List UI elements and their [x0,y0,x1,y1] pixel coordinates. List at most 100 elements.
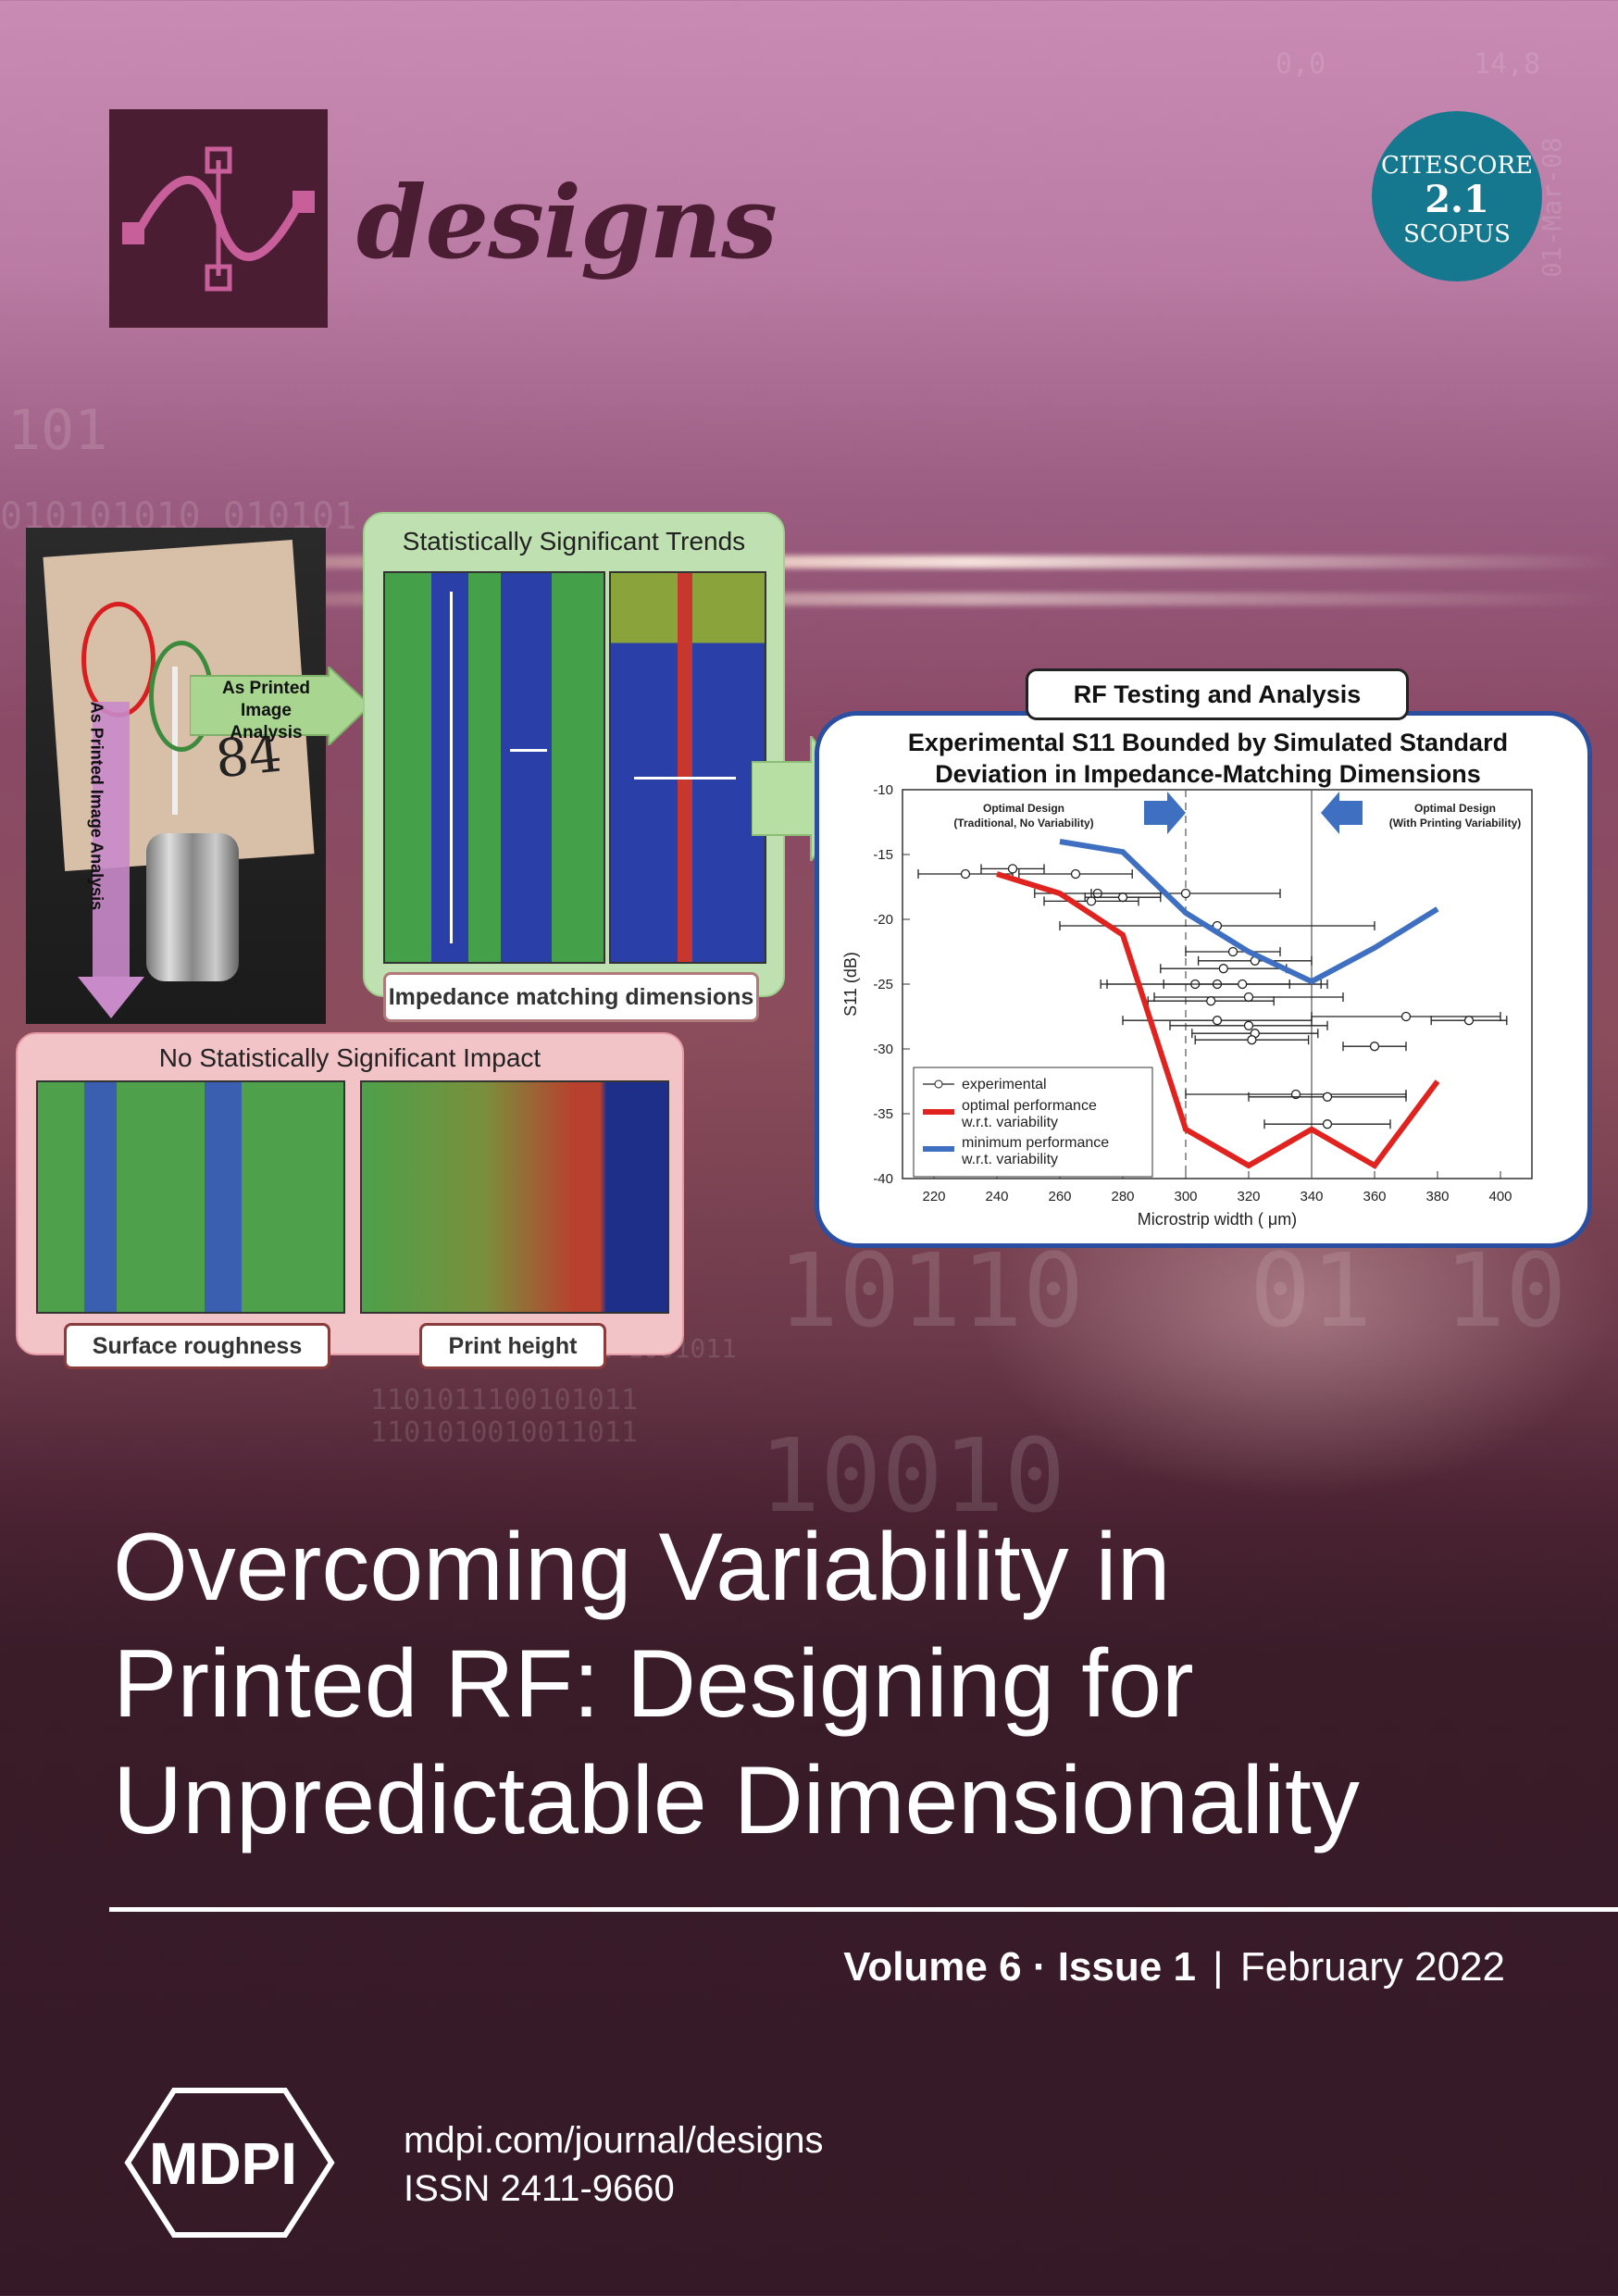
vertical-arrow-shaft [93,702,130,980]
y-tick-label: -15 [873,847,893,863]
arrow-left-icon [1321,792,1363,834]
bg-binary-1: 101 [7,398,108,463]
design-curve-icon [122,146,315,292]
title-line-2: Printed RF: Designing for [113,1630,1194,1738]
y-axis-label: S11 (dB) [841,952,860,1017]
data-point [1180,888,1191,899]
volume-issue: Volume 6 · Issue 1 [843,1944,1196,1990]
annotation-left-line1: Optimal Design [983,802,1064,815]
roughness-map [36,1080,345,1314]
mdpi-wordmark: MDPI [149,2130,297,2197]
series-line-2 [1059,839,1439,985]
legend-label-minimum-2: w.r.t. variability [961,1152,1058,1167]
green-panel-title: Statistically Significant Trends [402,527,746,555]
data-point [1070,868,1081,880]
printed-antenna-photo: 84 As Printed Image Analysis [26,528,326,1024]
impedance-tag: Impedance matching dimensions [383,972,759,1022]
surface-roughness-tag: Surface roughness [64,1323,330,1369]
x-axis-label: Microstrip width ( μm) [1138,1210,1297,1229]
journal-url[interactable]: mdpi.com/journal/designs [404,2120,824,2161]
bg-binary-8: 1101010010011011 [370,1416,638,1449]
arrow-label: As Printed Image Analysis [221,679,311,742]
title-line-1: Overcoming Variability in [113,1514,1171,1621]
feed-strip [678,573,692,962]
data-point [1117,892,1128,903]
mdpi-hexagon-icon [124,2088,335,2238]
bg-binary-4: 01 [1250,1231,1372,1350]
x-tick-label: 240 [985,1189,1008,1204]
data-point [1238,979,1248,990]
impedance-map-left [383,571,605,964]
impedance-map-right [609,571,766,964]
width-arrow [510,749,547,752]
title-line-3: Unpredictable Dimensionality [113,1747,1360,1854]
x-tick-label: 260 [1048,1189,1071,1204]
data-point [1212,1016,1223,1026]
issue-info: Volume 6 · Issue 1 | February 2022 [843,1944,1505,1990]
journal-logo[interactable] [109,109,328,328]
legend-key-marker [934,1079,943,1089]
data-point [1206,996,1216,1006]
x-tick-label: 400 [1488,1189,1512,1204]
data-point [1243,1020,1254,1030]
y-tick-label: -25 [873,977,893,992]
rf-testing-title: RF Testing and Analysis [1026,668,1409,720]
mdpi-logo[interactable]: MDPI [109,2085,337,2240]
significant-trends-panel: Statistically Significant Trends Impedan… [363,512,785,1022]
series-line-1 [996,871,1440,1169]
annotation-right-line1: Optimal Design [1414,802,1496,815]
data-point [1322,1092,1333,1102]
left-analysis-label: As Printed Image Analysis [87,701,106,911]
data-point [960,868,971,880]
bg-binary-3: 10110 [778,1231,1085,1350]
bg-binary-7: 1101011100101011 [370,1384,638,1416]
citescore-source: SCOPUS [1403,220,1511,248]
chart-title: Experimental S11 Bounded by Simulated St… [907,729,1509,788]
legend-box [913,1067,1153,1178]
legend-label-optimal-1: optimal performance [962,1098,1097,1114]
pink-panel-title: No Statistically Significant Impact [158,1043,541,1072]
annotation-right-line2: (With Printing Variability) [1389,817,1522,830]
x-tick-label: 340 [1300,1189,1323,1204]
data-point [1400,1011,1412,1022]
x-tick-label: 380 [1425,1189,1449,1204]
right-arrow-green: As Printed Image Analysis [189,664,372,748]
gap-arrows [634,777,736,780]
title-rule [109,1907,1618,1912]
data-point [1218,964,1228,974]
bg-number-1: 0,0 [1276,48,1326,81]
annotation-left-line2: (Traditional, No Variability) [953,817,1093,830]
issue-separator: | [1213,1944,1224,1990]
journal-name: designs [356,165,778,281]
bg-binary-9: 10010 [759,1416,1066,1535]
y-tick-label: -20 [873,912,893,928]
y-tick-label: -10 [873,782,893,798]
bg-number-2: 14,8 [1474,48,1541,81]
data-point [1007,864,1018,874]
issue-date: February 2022 [1239,1944,1505,1990]
vertical-arrow-head [78,977,144,1018]
data-point [1247,1035,1257,1045]
length-arrow [450,592,453,943]
no-significant-impact-panel: No Statistically Significant Impact Surf… [16,1032,684,1369]
data-point [1463,1016,1475,1026]
data-point [1227,946,1238,957]
data-point [1322,1119,1333,1129]
arrow-right-icon [1144,792,1186,834]
data-point [1369,1042,1380,1052]
x-tick-label: 360 [1363,1189,1386,1204]
article-title: Overcoming Variability in Printed RF: De… [113,1509,1575,1859]
rf-chart-box: Experimental S11 Bounded by Simulated St… [815,711,1592,1248]
print-height-tag: Print height [419,1323,606,1369]
sma-connector [146,833,239,981]
x-tick-label: 280 [1111,1189,1134,1204]
citescore-badge[interactable]: CITESCORE 2.1 SCOPUS [1372,111,1542,281]
data-point [1086,896,1097,906]
y-tick-label: -30 [873,1042,893,1057]
citescore-label: CITESCORE [1380,152,1534,180]
x-tick-label: 320 [1237,1189,1260,1204]
legend-label-minimum-1: minimum performance [962,1135,1109,1151]
y-tick-label: -40 [873,1171,893,1187]
citescore-value: 2.1 [1425,178,1489,221]
y-tick-label: -35 [873,1106,893,1122]
